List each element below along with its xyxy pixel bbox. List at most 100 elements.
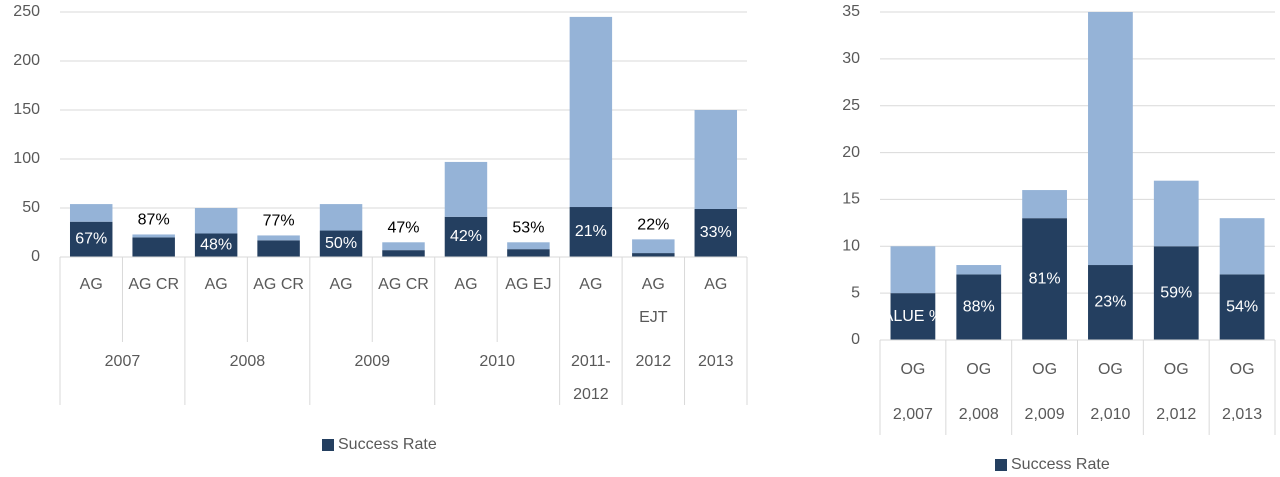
y-tick-label: 20: [842, 144, 860, 161]
bar-segment: [569, 207, 613, 257]
data-label: 48%: [200, 236, 232, 253]
x-tick-label: AG EJT: [639, 276, 668, 326]
y-tick-label: 5: [851, 284, 860, 301]
y-tick-label: 200: [13, 52, 40, 69]
x-tick-label: OG: [1098, 361, 1123, 378]
bar-segment: [1153, 180, 1199, 247]
bar-segment: [507, 249, 550, 257]
legend-swatch: [995, 459, 1007, 471]
bar-segment: [382, 242, 425, 251]
x-tick-label: AG: [329, 276, 352, 293]
group-label: 2008: [230, 353, 266, 370]
bar-segment: [444, 161, 488, 217]
x-tick-label: OG: [966, 361, 991, 378]
bar-segment: [1153, 246, 1199, 340]
data-label: 77%: [263, 213, 295, 230]
bar-segment: [1219, 274, 1265, 340]
y-tick-label: 30: [842, 50, 860, 67]
x-tick-label: AG CR: [253, 276, 304, 293]
group-label: 2007: [105, 353, 141, 370]
data-label: 21%: [575, 223, 607, 240]
bar-segment: [132, 237, 175, 257]
bar-segment: [69, 204, 113, 222]
data-label: 22%: [637, 217, 669, 234]
x-tick-label: AG: [80, 276, 103, 293]
data-label: 42%: [450, 228, 482, 245]
group-label: 2,012: [1156, 406, 1196, 423]
data-label: 54%: [1226, 298, 1258, 315]
x-tick-label: AG CR: [378, 276, 429, 293]
x-tick-label: OG: [1032, 361, 1057, 378]
bar-segment: [1088, 265, 1133, 340]
bar-segment: [319, 230, 363, 257]
bar-segment: [194, 208, 238, 234]
x-tick-label: AG: [579, 276, 602, 293]
y-tick-label: 25: [842, 97, 860, 114]
data-label: 81%: [1029, 270, 1061, 287]
bar-segment: [569, 16, 613, 208]
bar-segment: [319, 204, 363, 231]
bar-segment: [507, 242, 550, 250]
x-tick-label: OG: [1230, 361, 1255, 378]
bar-segment: [132, 234, 175, 238]
legend-label: Success Rate: [1011, 456, 1110, 473]
bar-segment: [194, 233, 238, 257]
y-tick-label: 0: [851, 331, 860, 348]
x-tick-label: AG: [454, 276, 477, 293]
legend-label: Success Rate: [338, 436, 437, 453]
group-label: 2012: [636, 353, 672, 370]
data-label: 87%: [138, 212, 170, 229]
bar-segment: [956, 274, 1002, 340]
group-label: 2,007: [893, 406, 933, 423]
bar-segment: [382, 250, 425, 257]
data-label: 53%: [512, 220, 544, 237]
bar-segment: [890, 293, 936, 340]
y-tick-label: 15: [842, 191, 860, 208]
y-tick-label: 0: [31, 248, 40, 265]
bar-segment: [1219, 218, 1265, 275]
group-label: 2009: [354, 353, 390, 370]
group-label: 2011-2012: [571, 353, 611, 403]
data-label: 50%: [325, 235, 357, 252]
y-tick-label: 10: [842, 238, 860, 255]
y-tick-label: 35: [842, 3, 860, 20]
y-tick-label: 150: [13, 101, 40, 118]
bar-segment: [694, 110, 738, 209]
bar-segment: [1022, 218, 1067, 340]
x-tick-label: OG: [1164, 361, 1189, 378]
x-tick-label: AG EJ: [505, 276, 551, 293]
group-label: 2013: [698, 353, 734, 370]
bar-segment: [69, 221, 113, 257]
bar-segment: [890, 246, 936, 294]
data-label: 23%: [1094, 294, 1126, 311]
data-label: 67%: [75, 231, 107, 248]
legend-swatch: [322, 439, 334, 451]
data-label: 47%: [387, 220, 419, 237]
bar-segment: [444, 216, 488, 257]
group-label: 2,010: [1090, 406, 1130, 423]
y-tick-label: 250: [13, 3, 40, 20]
group-label: 2,008: [959, 406, 999, 423]
data-label: ALUE %: [883, 308, 943, 325]
x-tick-label: AG: [205, 276, 228, 293]
bar-segment: [257, 240, 300, 257]
bar-segment: [1022, 190, 1067, 219]
x-tick-label: AG: [704, 276, 727, 293]
group-label: 2,009: [1025, 406, 1065, 423]
bar-segment: [257, 235, 300, 241]
y-tick-label: 50: [22, 199, 40, 216]
data-label: 33%: [700, 224, 732, 241]
y-tick-label: 100: [13, 150, 40, 167]
bar-segment: [956, 265, 1002, 275]
bar-segment: [1088, 12, 1133, 266]
group-label: 2010: [479, 353, 515, 370]
bar-segment: [694, 208, 738, 257]
bar-segment: [632, 239, 675, 254]
x-tick-label: OG: [900, 361, 925, 378]
data-label: 88%: [963, 298, 995, 315]
x-tick-label: AG CR: [128, 276, 179, 293]
group-label: 2,013: [1222, 406, 1262, 423]
bar-segment: [632, 253, 675, 257]
data-label: 59%: [1160, 284, 1192, 301]
